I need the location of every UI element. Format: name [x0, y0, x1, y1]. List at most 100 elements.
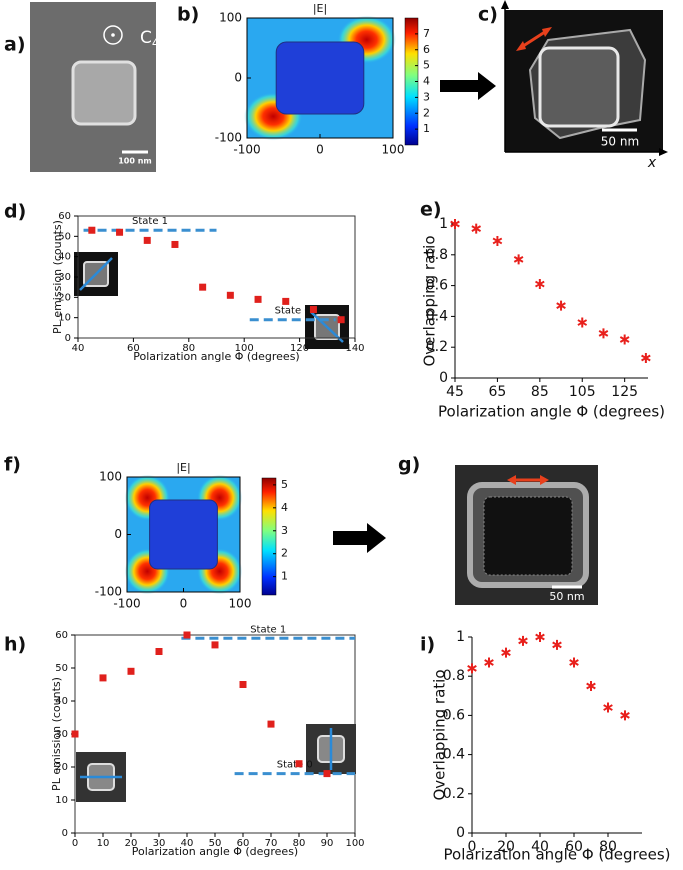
y-tick-label: 1 [456, 629, 465, 645]
data-point [211, 641, 219, 649]
x-tick-label: 30 [153, 838, 166, 849]
x-tick-label: 80 [293, 838, 306, 849]
data-point [199, 283, 207, 291]
y-tick-label: 0.6 [426, 278, 448, 294]
x-axis-label: Polarization angle Φ (degrees) [133, 350, 299, 363]
colorbar-tick-label: 2 [281, 547, 288, 560]
y-tick-label: 50 [55, 663, 68, 674]
colorbar-tick-label: 3 [423, 90, 430, 103]
data-point [323, 770, 331, 778]
data-point [171, 240, 179, 248]
panel-label: i) [420, 634, 435, 656]
y-tick-label: 0 [234, 71, 242, 85]
panel-label: e) [420, 199, 442, 221]
x-tick-label: 60 [127, 343, 140, 354]
colorbar-tick-label: 1 [423, 122, 430, 135]
arrow [333, 523, 386, 553]
x-tick-label: 125 [611, 384, 638, 400]
data-point [183, 631, 191, 639]
colorbar-tick-label: 7 [423, 27, 430, 40]
y-tick-label: 40 [58, 252, 71, 263]
colorbar-tick-label: 3 [281, 524, 288, 537]
data-point [552, 639, 562, 650]
panel-label: g) [398, 454, 420, 476]
panel-label: f) [4, 454, 21, 476]
y-tick-label: 0.4 [426, 308, 448, 324]
axis-label: x [647, 155, 657, 171]
x-tick-label: 10 [97, 838, 110, 849]
x-axis-label: Polarization angle Φ (degrees) [438, 403, 665, 421]
y-tick-label: 10 [55, 795, 68, 806]
data-point [513, 254, 524, 265]
x-tick-label: 140 [345, 343, 364, 354]
panel-label: c) [478, 4, 498, 26]
data-point [535, 632, 545, 642]
data-point [492, 235, 503, 246]
y-tick-label: 0.6 [443, 707, 465, 723]
cube [275, 41, 365, 115]
x-tick-label: 0 [72, 838, 78, 849]
colorbar-tick-label: 1 [281, 570, 288, 583]
colorbar-tick-label: 4 [423, 75, 430, 88]
x-tick-label: 20 [125, 838, 138, 849]
reference-label: State 0 [275, 306, 311, 317]
scalebar-label: 100 nm [118, 157, 152, 166]
colorbar [261, 477, 277, 596]
y-tick-label: 0.2 [426, 339, 448, 355]
y-tick-label: 0.8 [426, 247, 448, 263]
y-tick-label: 0 [456, 825, 465, 841]
data-point [155, 648, 163, 655]
x-axis-label: Polarization angle Φ (degrees) [444, 846, 671, 864]
colorbar-tick-label: 6 [423, 43, 430, 56]
data-point [71, 730, 79, 738]
panel-label: d) [4, 201, 26, 223]
x-tick-label: 60 [237, 838, 250, 849]
x-tick-label: 80 [599, 839, 617, 855]
x-tick-label: 100 [382, 143, 405, 157]
y-axis-label: PL emission (counts) [50, 677, 63, 791]
panel-label: h) [4, 634, 26, 656]
y-axis-label: Overlapping ratio [421, 235, 439, 366]
y-tick-label: 0 [65, 333, 71, 344]
y-tick-label: 1 [439, 216, 448, 232]
y-tick-label: 0.2 [443, 786, 465, 802]
data-point [484, 657, 494, 668]
data-point [577, 317, 588, 328]
y-tick-label: 100 [99, 470, 122, 484]
inset-image [74, 252, 118, 296]
y-tick-label: 0 [114, 527, 122, 541]
x-tick-label: 90 [321, 838, 334, 849]
data-point [535, 279, 545, 290]
y-tick-label: 0.8 [443, 668, 465, 684]
data-point [254, 295, 262, 303]
y-tick-label: 0 [439, 370, 448, 386]
data-point [556, 300, 566, 311]
sem-image-c [501, 0, 668, 156]
symbol-letter: C [140, 28, 152, 48]
data-point [598, 328, 609, 339]
scalebar-label: 50 nm [549, 590, 584, 603]
y-tick-label: 30 [58, 272, 71, 283]
inset-image [76, 752, 126, 802]
data-point [450, 219, 460, 229]
data-point [295, 760, 303, 768]
x-tick-label: 40 [531, 839, 549, 855]
reference-label: State 0 [277, 760, 313, 771]
x-tick-label: 0 [316, 143, 324, 157]
symbol: C4 [140, 28, 160, 50]
y-tick-label: -100 [215, 131, 242, 145]
x-tick-label: 80 [182, 343, 195, 354]
y-tick-label: 40 [55, 696, 68, 707]
data-point [127, 667, 135, 675]
cube [149, 499, 218, 570]
heatmap-title: |E| [313, 2, 327, 15]
data-point [641, 352, 651, 363]
sem-image-a [30, 2, 156, 172]
x-axis-label: Polarization angle Φ (degrees) [132, 845, 298, 858]
x-tick-label: 45 [446, 384, 464, 400]
colorbar-tick-label: 2 [423, 106, 430, 119]
y-tick-label: 10 [58, 313, 71, 324]
inset-image [306, 724, 356, 774]
arrow [440, 72, 496, 100]
